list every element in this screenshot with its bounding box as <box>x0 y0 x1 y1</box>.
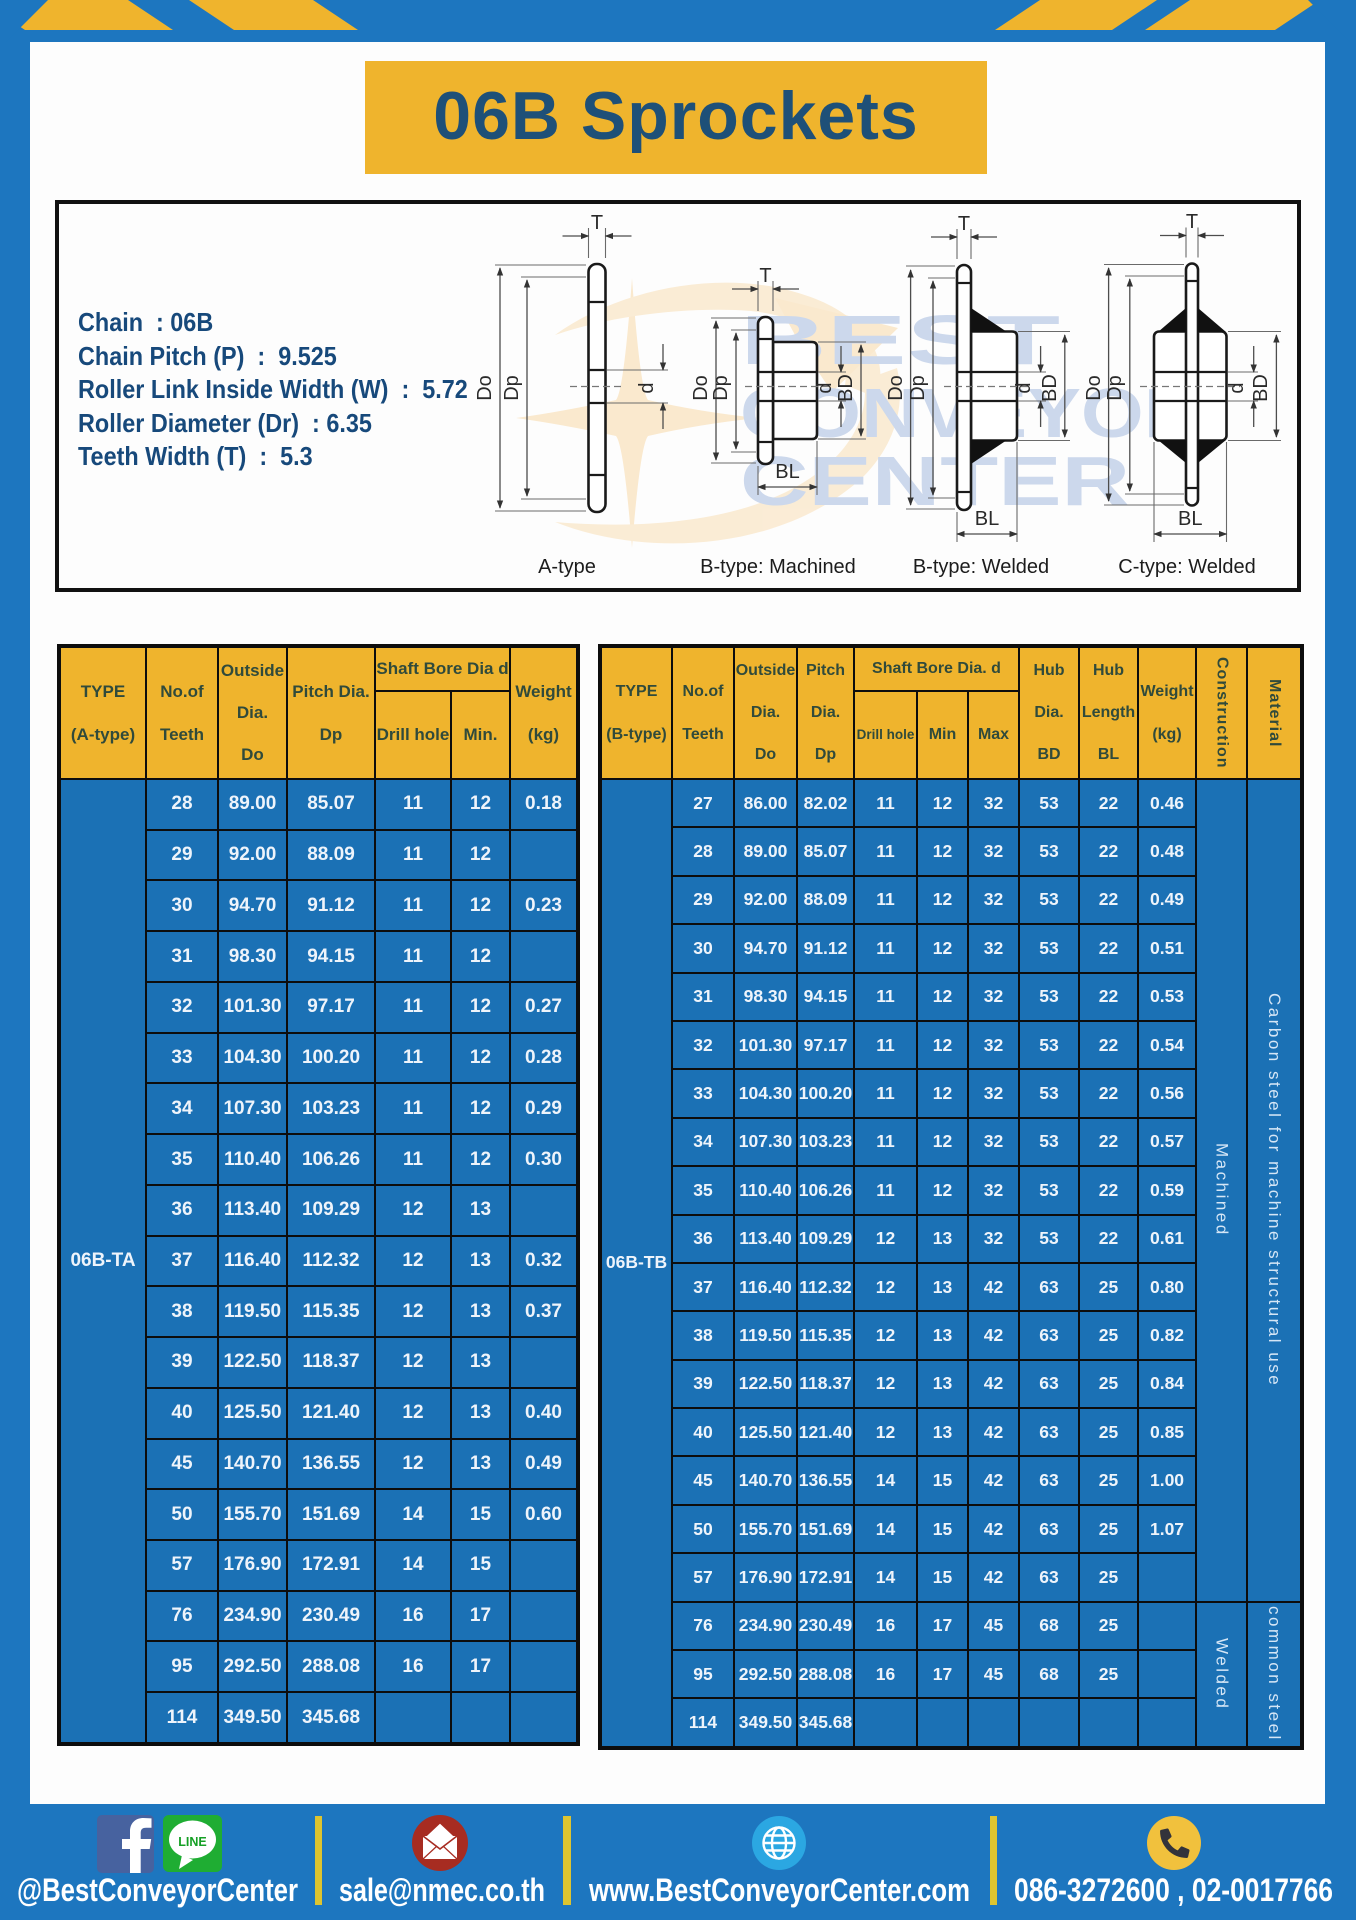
svg-text:d: d <box>636 382 658 393</box>
svg-text:T: T <box>759 265 771 287</box>
svg-text:BL: BL <box>1178 508 1202 530</box>
svg-text:@BestConveyorCenter: @BestConveyorCenter <box>17 1872 298 1908</box>
svg-text:BD: BD <box>835 374 857 402</box>
svg-text:d: d <box>814 382 836 393</box>
svg-text:Dp: Dp <box>710 375 732 401</box>
svg-text:T: T <box>591 212 603 234</box>
svg-text:Do: Do <box>1083 375 1105 401</box>
svg-text:Do: Do <box>474 375 496 401</box>
svg-text:BD: BD <box>1039 374 1061 402</box>
svg-text:www.BestConveyorCenter.com: www.BestConveyorCenter.com <box>588 1872 970 1908</box>
svg-text:Do: Do <box>690 375 712 401</box>
svg-text:086-3272600 , 02-0017766: 086-3272600 , 02-0017766 <box>1014 1872 1333 1908</box>
svg-text:LINE: LINE <box>178 1835 206 1849</box>
svg-text:Dp: Dp <box>501 375 523 401</box>
svg-text:BL: BL <box>775 461 799 483</box>
svg-text:d: d <box>1226 382 1248 393</box>
svg-text:T: T <box>1186 211 1198 233</box>
svg-text:C-type: Welded: C-type: Welded <box>1118 556 1255 578</box>
svg-text:BD: BD <box>1250 374 1272 402</box>
svg-text:sale@nmec.co.th: sale@nmec.co.th <box>339 1872 545 1908</box>
svg-text:A-type: A-type <box>538 556 596 578</box>
svg-text:Do: Do <box>885 375 907 401</box>
svg-text:BL: BL <box>975 508 999 530</box>
svg-text:B-type: Machined: B-type: Machined <box>700 556 856 578</box>
svg-text:d: d <box>1013 382 1035 393</box>
svg-text:B-type: Welded: B-type: Welded <box>913 556 1049 578</box>
svg-text:Dp: Dp <box>1104 375 1126 401</box>
svg-text:T: T <box>958 213 970 235</box>
svg-text:Dp: Dp <box>907 375 929 401</box>
